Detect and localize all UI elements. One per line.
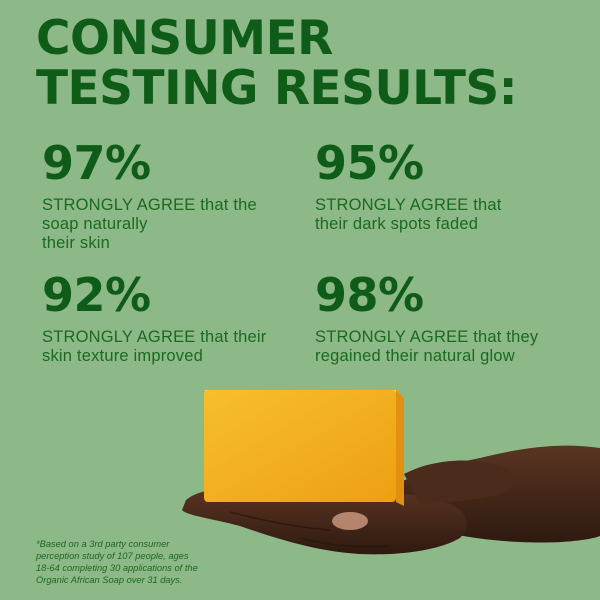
stat-description: STRONGLY AGREE that the soap naturally t…: [42, 196, 312, 253]
stat-desc-line: regained their natural glow: [315, 347, 515, 365]
stat-natural-glow: 98% STRONGLY AGREE that they regained th…: [315, 270, 585, 366]
stat-desc-line: STRONGLY AGREE that the: [42, 196, 257, 214]
title-line-1: CONSUMER: [36, 11, 333, 66]
footnote-line: perception study of 107 people, ages: [36, 551, 189, 561]
stat-percent: 92%: [42, 268, 151, 322]
hand-shape: [182, 445, 600, 555]
stat-desc-line: STRONGLY AGREE that their: [42, 328, 267, 346]
stat-description: STRONGLY AGREE that they regained their …: [315, 328, 585, 366]
stat-percent: 95%: [315, 136, 424, 190]
stat-percent: 98%: [315, 268, 424, 322]
stat-description: STRONGLY AGREE that their dark spots fad…: [315, 196, 585, 234]
stat-skin-texture: 92% STRONGLY AGREE that their skin textu…: [42, 270, 312, 366]
stat-description: STRONGLY AGREE that their skin texture i…: [42, 328, 312, 366]
stat-desc-line: STRONGLY AGREE that they: [315, 328, 539, 346]
stat-desc-line: skin texture improved: [42, 347, 204, 365]
stat-desc-line: soap naturally: [42, 215, 148, 233]
footnote-line: Organic African Soap over 31 days.: [36, 575, 183, 585]
page-title: CONSUMER TESTING RESULTS:: [36, 14, 596, 114]
title-line-2: TESTING RESULTS:: [36, 61, 518, 116]
stat-skin-natural: 97% STRONGLY AGREE that the soap natural…: [42, 138, 312, 253]
hand-holding-soap-image: [182, 390, 600, 555]
study-footnote: *Based on a 3rd party consumer perceptio…: [36, 538, 296, 586]
footnote-line: 18-64 completing 30 applications of the: [36, 563, 198, 573]
footnote-line: *Based on a 3rd party consumer: [36, 539, 170, 549]
stat-desc-line: their skin: [42, 234, 111, 252]
soap-bar: [204, 390, 404, 506]
stat-desc-line: their dark spots faded: [315, 215, 479, 233]
stat-desc-line: STRONGLY AGREE that: [315, 196, 502, 214]
stat-percent: 97%: [42, 136, 151, 190]
stat-dark-spots: 95% STRONGLY AGREE that their dark spots…: [315, 138, 585, 234]
